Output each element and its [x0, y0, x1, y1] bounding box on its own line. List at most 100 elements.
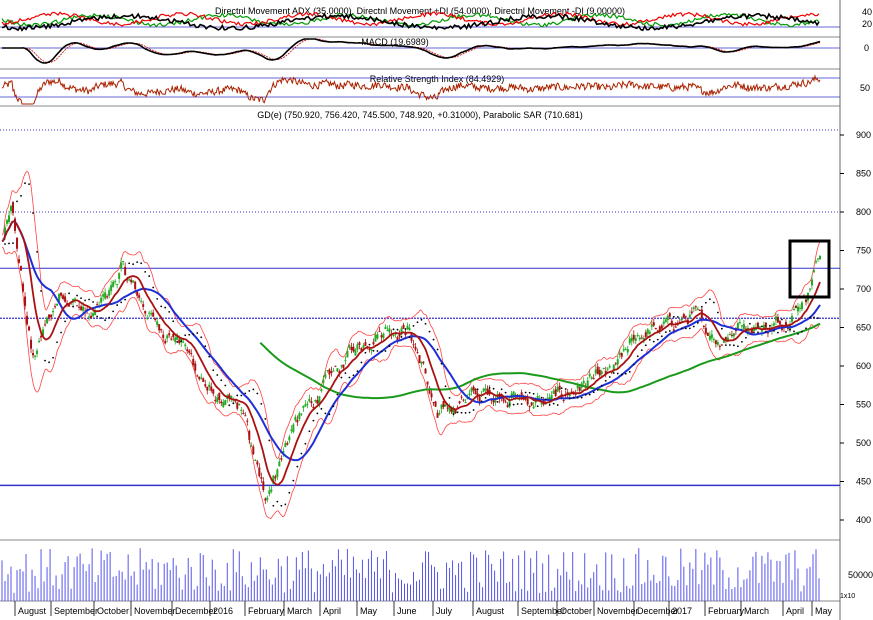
- candle-body: [492, 399, 495, 403]
- candle-body: [308, 398, 311, 402]
- candle-body: [446, 407, 449, 409]
- sar-dot: [136, 261, 139, 264]
- sar-dot: [556, 404, 559, 406]
- candle-body: [142, 304, 145, 307]
- candle-body: [654, 327, 657, 330]
- candle-body: [766, 332, 769, 334]
- x-tick-label: April: [323, 606, 341, 616]
- sar-dot: [192, 333, 195, 336]
- candle-body: [278, 461, 281, 467]
- candle-body: [140, 300, 143, 302]
- candle-body: [594, 369, 597, 374]
- candle-body: [388, 328, 391, 333]
- x-tick-label: March: [744, 606, 769, 616]
- sar-dot: [789, 328, 791, 331]
- candle-body: [582, 381, 585, 384]
- sar-dot: [20, 194, 22, 197]
- candle-body: [396, 337, 399, 341]
- candle-body: [502, 396, 505, 402]
- sar-dot: [224, 384, 227, 387]
- candle-body: [234, 400, 237, 402]
- candle-body: [192, 358, 195, 366]
- candle-body: [484, 388, 487, 391]
- candle-body: [198, 376, 201, 380]
- sar-dot: [688, 327, 691, 330]
- sar-dot: [720, 327, 723, 330]
- candle-body: [306, 403, 309, 405]
- sar-dot: [260, 402, 263, 405]
- sar-dot: [160, 305, 163, 308]
- sar-dot: [757, 331, 759, 334]
- sar-dot: [204, 345, 207, 348]
- candle-body: [56, 303, 59, 306]
- x-tick-label: November: [597, 606, 639, 616]
- candle-body: [608, 366, 611, 368]
- candle-body: [196, 375, 199, 377]
- candle-body: [88, 316, 91, 318]
- candle-body: [420, 361, 423, 364]
- candle-body: [104, 292, 107, 299]
- ma-short-line: [1, 220, 821, 486]
- candle-body: [230, 395, 233, 398]
- candle-body: [626, 348, 629, 353]
- sar-dot: [12, 242, 14, 245]
- candle-body: [612, 364, 615, 371]
- candle-body: [790, 316, 793, 322]
- candle-body: [624, 349, 627, 351]
- candle-body: [340, 365, 343, 367]
- candle-body: [650, 324, 653, 327]
- bollinger-upper: [1, 171, 821, 459]
- volume-panel: [1, 548, 820, 601]
- x-tick-label: May: [360, 606, 378, 616]
- candle-body: [760, 329, 763, 332]
- candle-body: [120, 262, 123, 269]
- candle-body: [716, 342, 719, 345]
- candle-body: [666, 315, 669, 321]
- candle-body: [348, 345, 351, 348]
- sar-dot: [320, 407, 323, 410]
- candle-body: [430, 393, 433, 398]
- candle-body: [382, 333, 385, 338]
- sar-dot: [805, 327, 807, 330]
- candle-body: [570, 391, 573, 393]
- sar-dot: [684, 327, 687, 330]
- candle-body: [688, 314, 691, 318]
- candle-body: [436, 412, 439, 418]
- volume-tick-label: 50000: [848, 570, 873, 580]
- candle-body: [268, 490, 271, 495]
- candle-body: [710, 334, 713, 339]
- candle-body: [602, 367, 605, 369]
- price-panel: GD(e) (750.920, 756.420, 745.500, 748.92…: [0, 110, 840, 519]
- candle-body: [292, 424, 295, 433]
- sar-dot: [368, 343, 371, 346]
- candle-body: [58, 293, 61, 302]
- sar-dot: [624, 372, 627, 375]
- candle-body: [78, 306, 81, 308]
- candle-body: [206, 386, 209, 391]
- candle-body: [468, 393, 471, 396]
- candle-body: [680, 318, 683, 321]
- candle-body: [730, 334, 733, 336]
- candle-body: [238, 403, 241, 406]
- sar-dot: [700, 305, 703, 308]
- candle-body: [618, 352, 621, 355]
- sar-dot: [332, 405, 335, 408]
- candle-body: [470, 387, 473, 392]
- candle-body: [6, 220, 9, 224]
- candle-body: [412, 344, 415, 346]
- sar-dot: [432, 338, 435, 341]
- sar-dot: [328, 413, 331, 416]
- sar-dot: [749, 322, 751, 325]
- candle-body: [60, 292, 63, 296]
- sar-dot: [640, 349, 643, 352]
- candle-body: [228, 394, 231, 398]
- sar-dot: [252, 388, 255, 391]
- candle-body: [54, 306, 57, 308]
- candle-body: [246, 420, 249, 422]
- sar-dot: [504, 391, 507, 394]
- candle-body: [464, 402, 467, 404]
- candle-body: [276, 469, 279, 477]
- candle-body: [148, 312, 151, 314]
- candle-body: [632, 334, 635, 340]
